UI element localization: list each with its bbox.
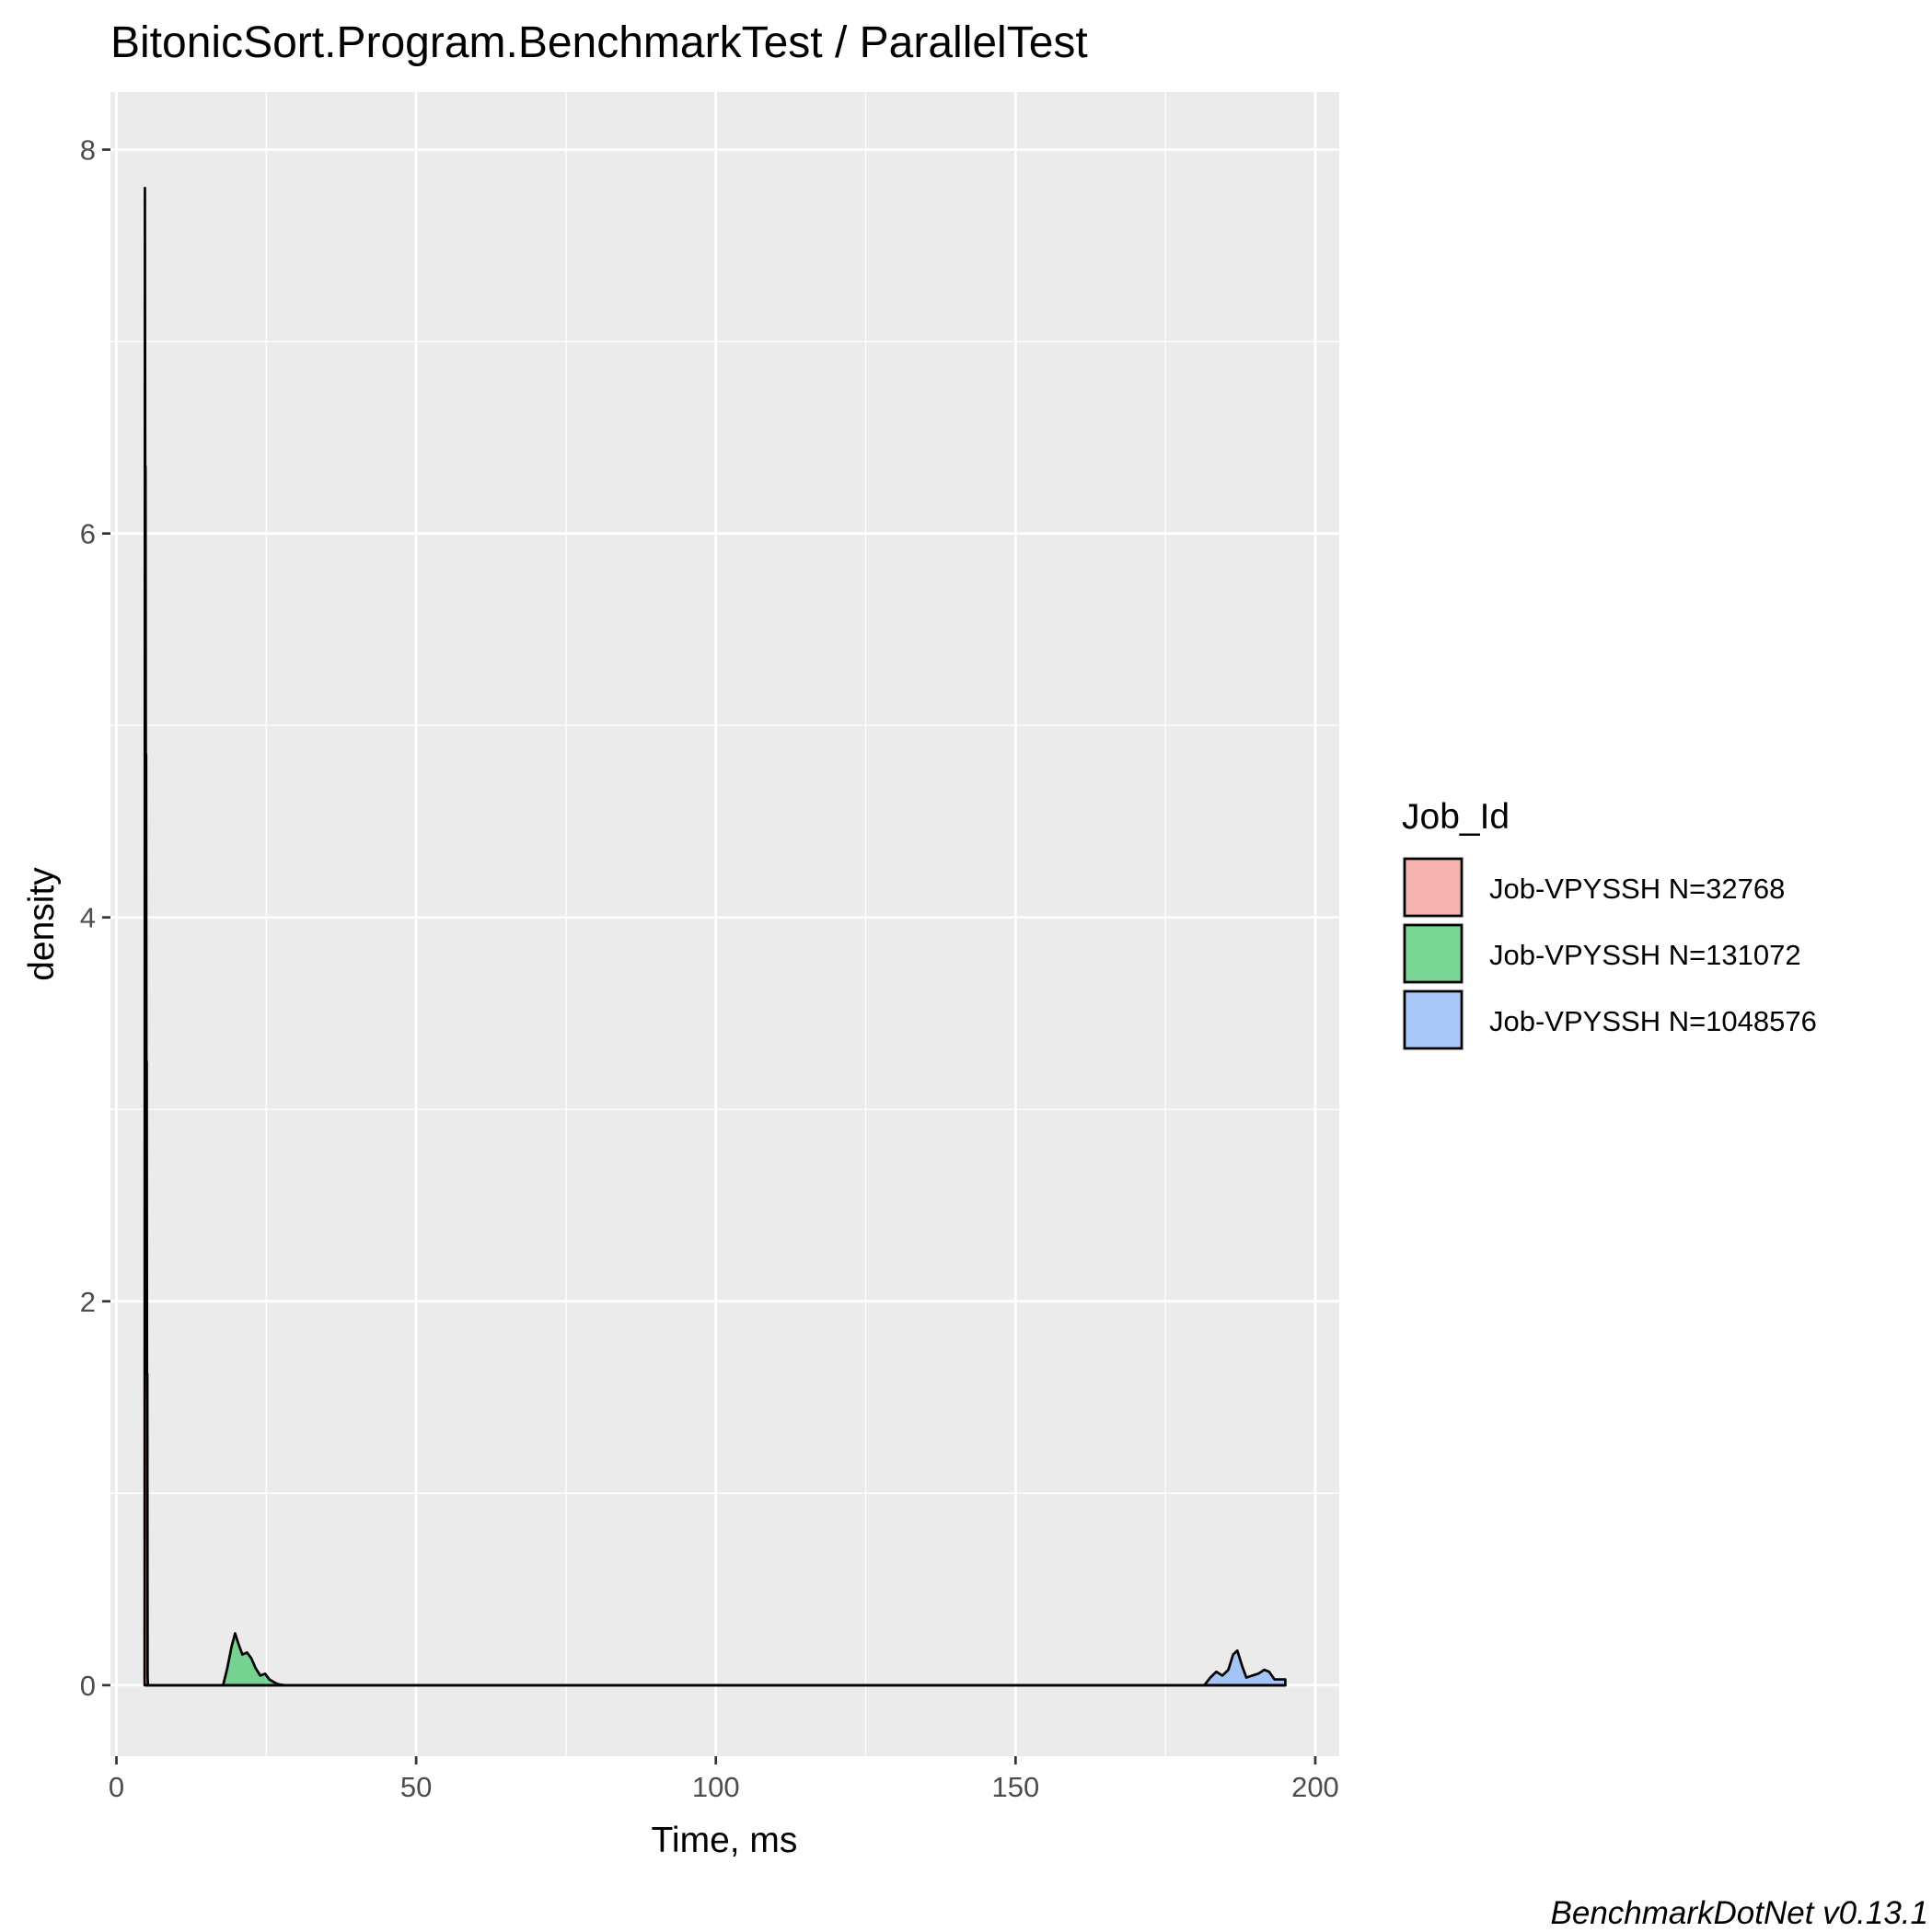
legend: Job_Id Job-VPYSSH N=32768 Job-VPYSSH N=13… [1402, 797, 1817, 1051]
y-tick-label: 0 [80, 1670, 96, 1702]
legend-swatch [1403, 923, 1463, 984]
caption: BenchmarkDotNet v0.13.1 [1551, 1895, 1928, 1931]
x-axis-title: Time, ms [652, 1821, 798, 1860]
y-tick-label: 2 [80, 1286, 96, 1318]
density-areas [143, 186, 1287, 1687]
x-tick-label: 200 [1291, 1771, 1339, 1803]
chart-title: BitonicSort.Program.BenchmarkTest / Para… [110, 18, 1088, 67]
x-tick-label: 150 [991, 1771, 1039, 1803]
x-axis: 0 50 100 150 200 [109, 1756, 1339, 1803]
legend-title: Job_Id [1402, 797, 1510, 837]
legend-items: Job-VPYSSH N=32768 Job-VPYSSH N=131072 Job… [1402, 856, 1817, 1051]
legend-label: Job-VPYSSH N=131072 [1489, 939, 1801, 971]
x-tick-label: 100 [692, 1771, 740, 1803]
plot-panel [110, 92, 1339, 1756]
y-tick-label: 8 [80, 134, 96, 167]
y-axis: 0 2 4 6 8 [80, 134, 110, 1702]
x-tick-label: 50 [400, 1771, 432, 1803]
y-tick-label: 4 [80, 902, 96, 934]
legend-label: Job-VPYSSH N=32768 [1489, 873, 1785, 905]
legend-label: Job-VPYSSH N=1048576 [1489, 1005, 1817, 1037]
y-axis-title: density [22, 867, 62, 981]
grid-minor [110, 92, 1339, 1756]
density-area-series-3 [145, 1649, 1287, 1687]
x-tick-label: 0 [109, 1771, 124, 1803]
y-tick-label: 6 [80, 518, 96, 550]
legend-swatch [1403, 857, 1463, 918]
legend-swatch [1403, 989, 1463, 1050]
